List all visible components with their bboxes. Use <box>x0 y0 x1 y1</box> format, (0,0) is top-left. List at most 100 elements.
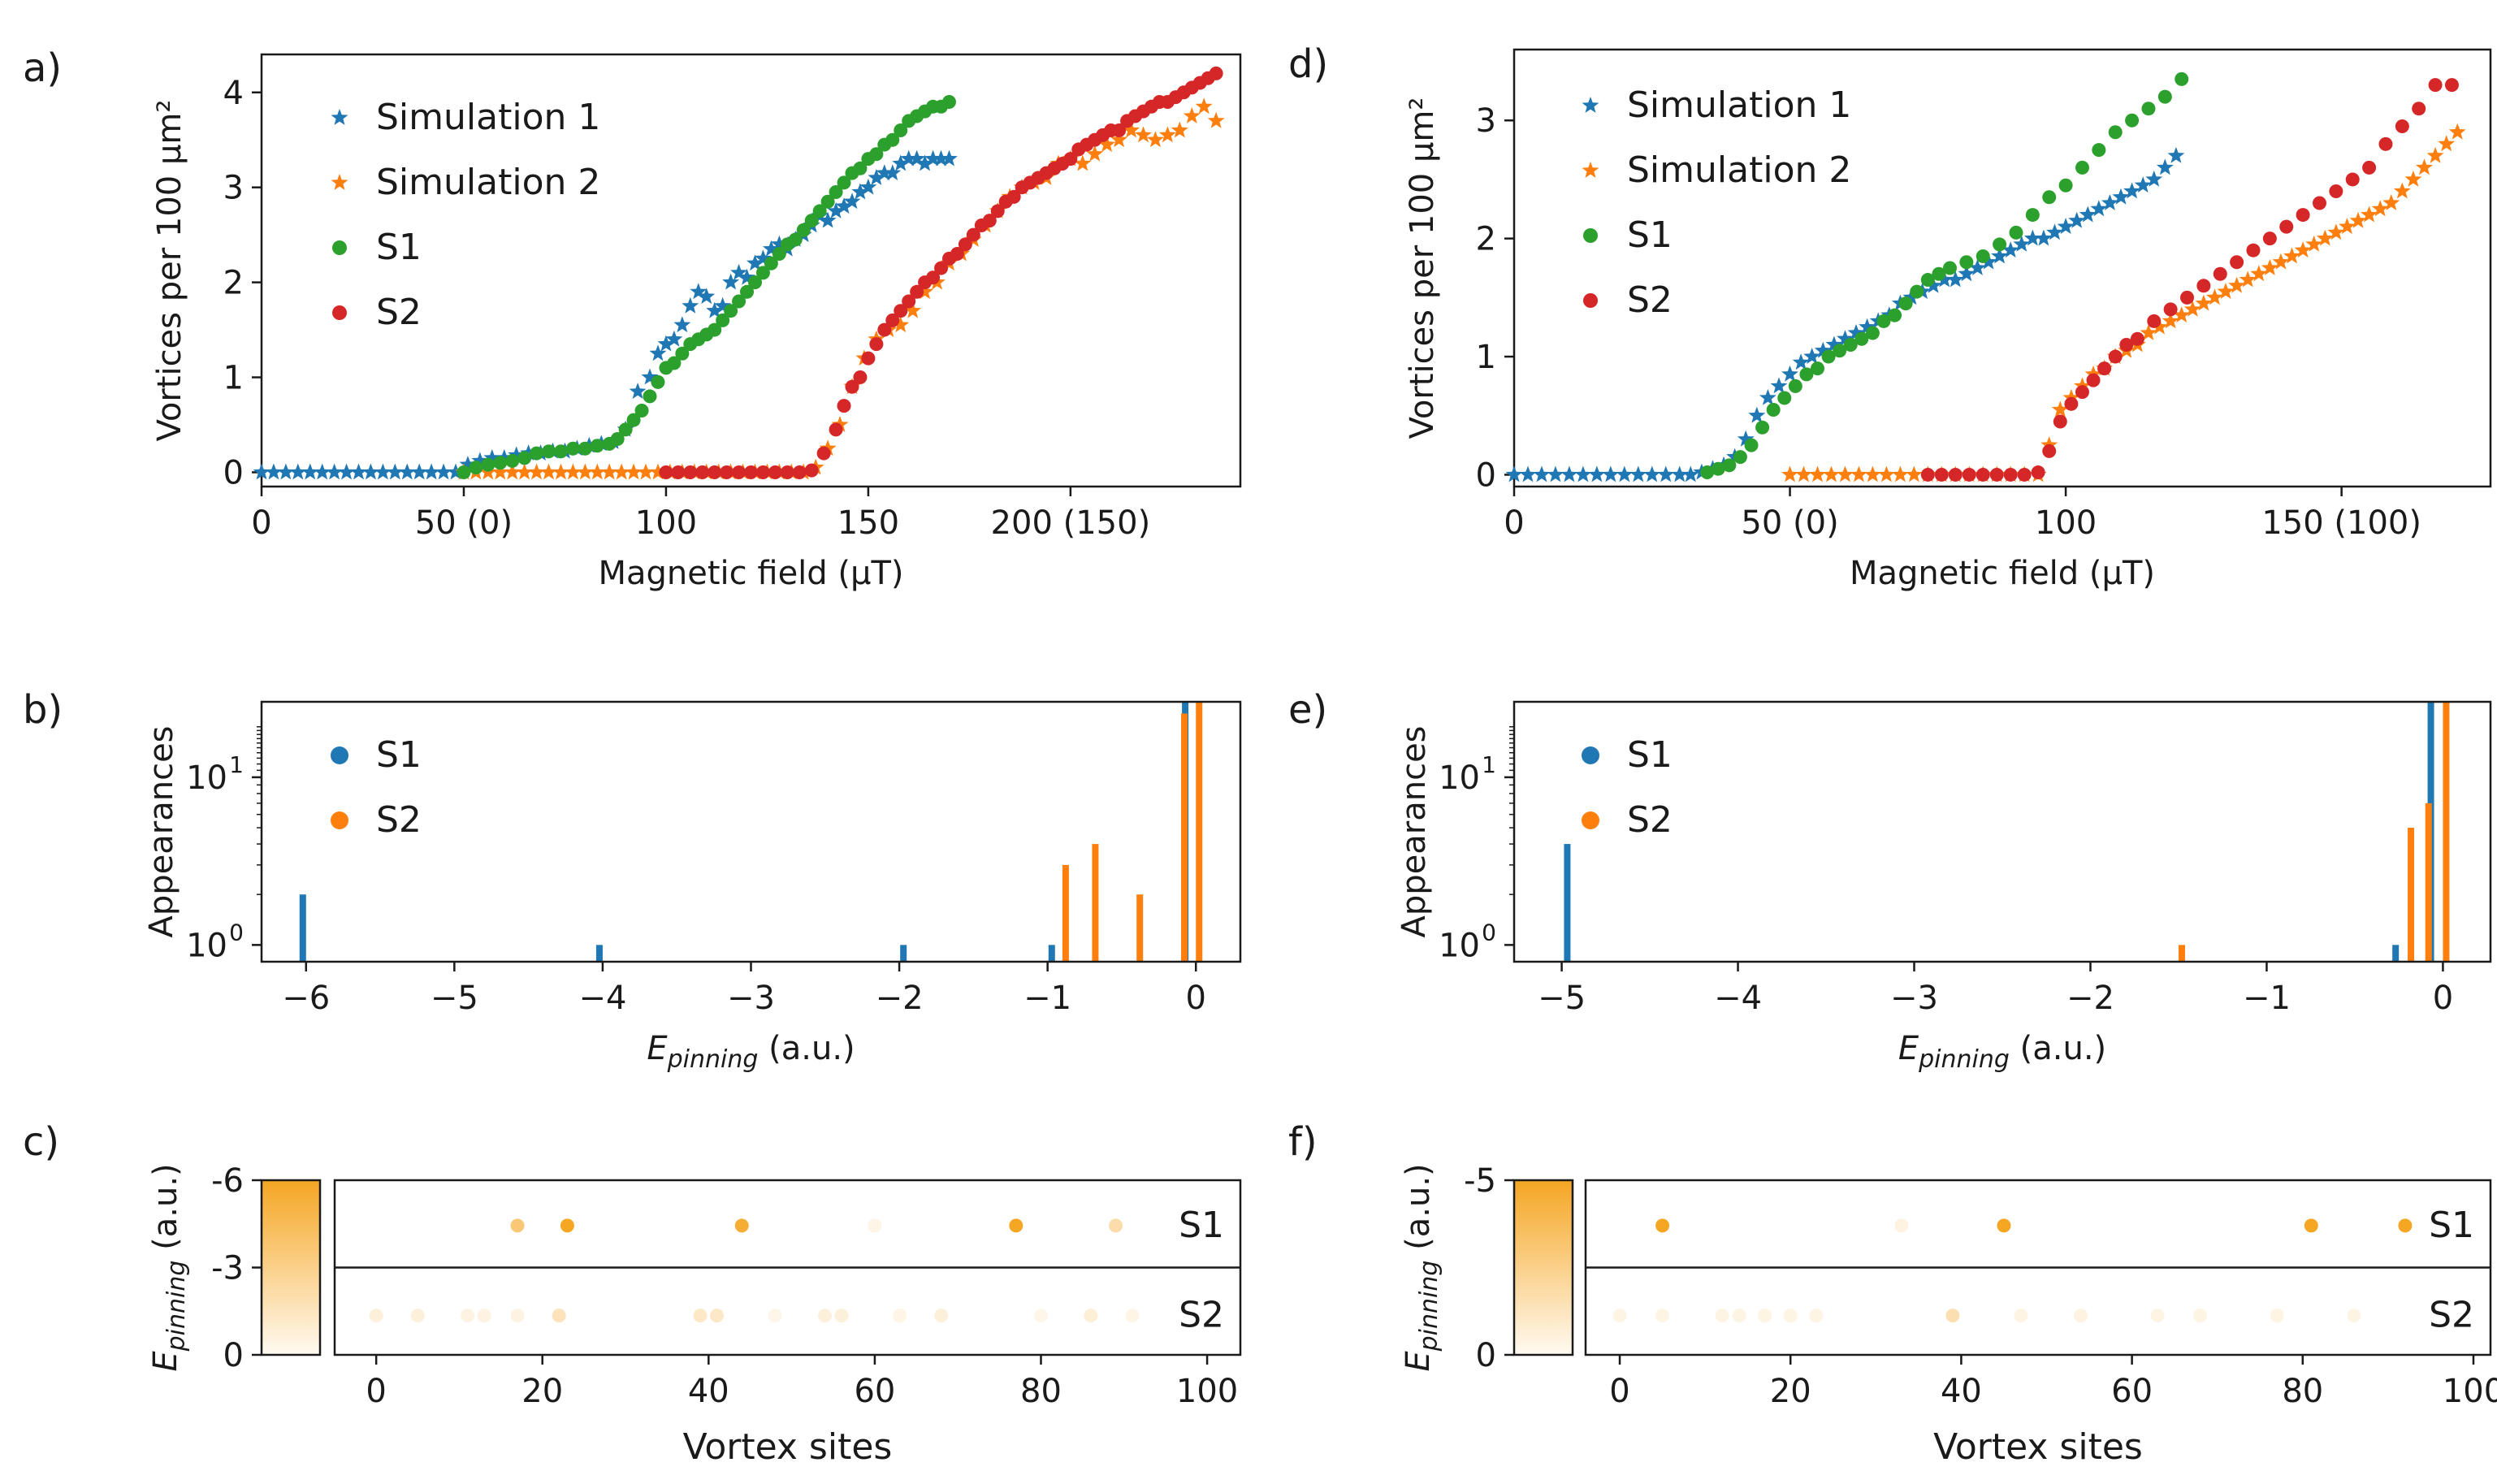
row-c-s2 <box>369 1309 1140 1323</box>
star-point <box>2316 229 2334 246</box>
circle-point <box>578 441 592 456</box>
star-point <box>2051 400 2069 418</box>
star-point <box>540 463 557 480</box>
star-point <box>552 463 569 480</box>
circle-point <box>1993 237 2007 252</box>
circle-point <box>1910 284 1924 299</box>
circle-point <box>869 337 884 352</box>
star-point <box>1519 465 1537 482</box>
circle-point <box>837 175 851 190</box>
star-point <box>1737 430 1755 447</box>
x-tick-label-e: 0 <box>2433 980 2453 1017</box>
star-point <box>612 463 630 480</box>
star-point <box>1792 353 1810 370</box>
label-main: E <box>1898 1030 1919 1067</box>
star-point <box>1759 388 1776 405</box>
star-point <box>1969 259 1986 275</box>
colorbar-tick-label-c: 0 <box>223 1337 244 1374</box>
site-point <box>2193 1309 2208 1323</box>
circle-point <box>1843 338 1858 353</box>
star-point <box>491 463 509 480</box>
star-point <box>1533 465 1551 482</box>
star-point <box>362 463 379 480</box>
star-point <box>1847 324 1865 340</box>
star-point <box>941 149 958 167</box>
legend-marker-a <box>331 109 348 125</box>
star-point <box>2123 182 2140 199</box>
star-point <box>2228 276 2246 293</box>
star-point <box>2068 211 2086 228</box>
site-point <box>1084 1309 1098 1323</box>
circle-point <box>2395 119 2409 134</box>
star-point <box>1616 465 1634 482</box>
site-point <box>2014 1309 2028 1323</box>
star-point <box>410 463 428 480</box>
circle-point <box>740 284 755 299</box>
circle-point <box>724 304 738 318</box>
circle-point <box>2163 302 2178 317</box>
circle-point <box>1948 467 1963 482</box>
y-tick-label-b: 10 <box>186 927 227 964</box>
star-point <box>908 149 926 167</box>
circle-point <box>2147 314 2162 328</box>
star-point <box>2001 241 2019 258</box>
colorbar-tick-label-c: -6 <box>211 1162 244 1200</box>
bar <box>2443 702 2450 962</box>
circle-point <box>958 237 972 252</box>
bar <box>2178 945 2185 962</box>
label-subscript: pinning <box>1918 1045 2010 1074</box>
circle-point <box>755 266 770 280</box>
y-tick-label-a: 1 <box>223 360 244 397</box>
circle-point <box>885 313 900 327</box>
circle-point <box>2053 414 2067 429</box>
legend-label-d: S1 <box>1627 214 1673 256</box>
label-main: E <box>647 1030 668 1067</box>
y-tick-label-d: 2 <box>1476 221 1496 258</box>
circle-point <box>2279 219 2294 234</box>
star-point <box>2327 223 2345 240</box>
circle-point <box>626 413 641 427</box>
series-a-s2 <box>659 66 1223 479</box>
star-point <box>2339 218 2356 234</box>
panel-letter-e: e) <box>1288 687 1327 733</box>
star-point <box>2404 170 2422 187</box>
panel-letter-b: b) <box>23 687 63 733</box>
circle-point <box>1976 467 1990 482</box>
colorbar-tick-label-f: -5 <box>1464 1162 1496 1200</box>
x-axis-label-b: Epinning (a.u.) <box>647 1030 855 1074</box>
legend-label-e: S1 <box>1627 734 1673 776</box>
circle-point <box>755 465 770 479</box>
star-point <box>2090 200 2108 217</box>
row-label-c: S2 <box>1179 1295 1224 1336</box>
circle-point <box>1788 379 1802 393</box>
star-point <box>1657 465 1675 482</box>
star-point <box>851 183 869 200</box>
circle-point <box>1934 467 1949 482</box>
circle-point <box>2064 396 2079 411</box>
star-point <box>2145 170 2163 187</box>
circle-point <box>2345 172 2360 187</box>
circle-point <box>732 465 747 479</box>
x-tick-label-b: −2 <box>876 980 924 1017</box>
site-point <box>868 1218 882 1233</box>
star-point <box>1823 465 1840 482</box>
star-point <box>2361 206 2378 223</box>
star-point <box>1980 253 1997 270</box>
star-point <box>1936 270 1954 288</box>
circle-point <box>1854 331 1869 346</box>
bars-e-s1 <box>1564 702 2434 962</box>
circle-point <box>2362 160 2377 175</box>
site-point <box>1783 1309 1798 1323</box>
x-tick-label-c: 20 <box>521 1373 563 1410</box>
circle-point <box>1063 152 1078 167</box>
site-point <box>1125 1309 1140 1323</box>
circle-point <box>643 389 657 404</box>
star-point <box>2183 300 2201 317</box>
y-tick-exponent-e: 0 <box>1482 919 1496 945</box>
circle-point <box>780 465 794 479</box>
label-main: E <box>147 1351 184 1372</box>
bar <box>2408 828 2415 962</box>
star-point <box>301 463 319 480</box>
star-point <box>1803 348 1821 364</box>
